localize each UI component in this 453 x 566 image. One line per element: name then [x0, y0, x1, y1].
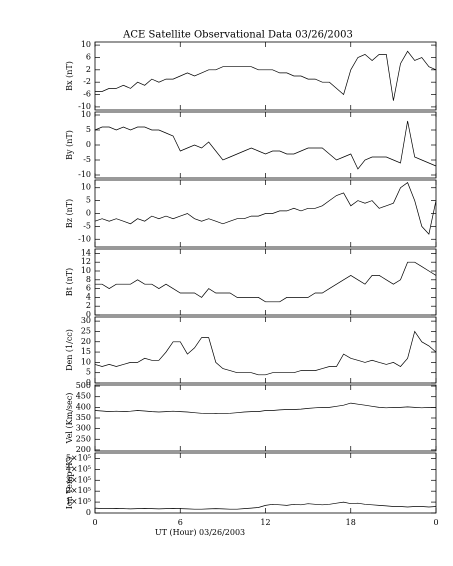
y-tick-label: 450 — [76, 392, 91, 401]
y-tick-label: 200 — [76, 445, 91, 454]
y-axis-label: Ion Temp (K) — [65, 457, 74, 510]
y-tick-label: 2×10⁵ — [66, 486, 91, 495]
y-tick-label: 2 — [86, 301, 91, 310]
y-tick-label: 30 — [81, 316, 91, 325]
y-tick-label: 25 — [81, 326, 91, 335]
y-axis-label: Vel (Km/sec) — [65, 393, 74, 445]
y-tick-label: 10 — [81, 40, 91, 49]
panel-frame — [94, 316, 437, 384]
y-tick-label: 2 — [86, 65, 91, 74]
y-tick-label: 6 — [86, 52, 91, 61]
y-tick-label: -10 — [78, 234, 91, 243]
y-tick-label: 250 — [76, 434, 91, 443]
y-tick-label: 10 — [81, 110, 91, 119]
panel-frame — [94, 384, 437, 452]
x-tick-label: 0 — [433, 518, 438, 527]
y-tick-label: 0 — [86, 209, 91, 218]
y-tick-label: 0 — [86, 508, 91, 517]
data-line — [94, 182, 437, 235]
panel-frame — [94, 248, 437, 316]
data-line — [94, 501, 437, 510]
y-tick-label: 500 — [76, 381, 91, 390]
y-axis-label: By (nT) — [65, 130, 74, 160]
y-tick-label: 5 — [86, 125, 91, 134]
y-tick-label: 0 — [86, 310, 91, 319]
y-tick-label: 0 — [86, 140, 91, 149]
y-axis-label: Bz (nT) — [65, 199, 74, 228]
y-tick-label: -5 — [83, 221, 91, 230]
panel-frame — [94, 452, 437, 514]
y-axis-label: Bt (nT) — [65, 268, 74, 296]
x-axis-label: UT (Hour) 03/26/2003 — [155, 528, 245, 537]
panel-frame — [94, 111, 437, 179]
y-tick-label: 4×10⁵ — [66, 464, 91, 473]
y-tick-label: 12 — [81, 257, 91, 266]
y-tick-label: 6 — [86, 284, 91, 293]
panel-frame — [94, 41, 437, 111]
x-tick-label: 12 — [260, 518, 270, 527]
chart-title: ACE Satellite Observational Data 03/26/2… — [122, 30, 353, 41]
data-line — [95, 50, 437, 101]
y-tick-label: 4 — [86, 292, 91, 301]
y-tick-label: -6 — [83, 90, 91, 99]
x-tick-label: 18 — [346, 518, 356, 527]
x-tick-label: 6 — [178, 518, 183, 527]
data-line — [94, 120, 437, 170]
y-tick-label: -10 — [78, 102, 91, 111]
y-tick-label: 8 — [86, 275, 91, 284]
y-axis-label: Bx (nT) — [65, 61, 74, 91]
x-tick-label: 0 — [92, 518, 97, 527]
y-tick-label: 1×10⁵ — [66, 497, 91, 506]
y-tick-label: 400 — [76, 402, 91, 411]
y-axis-label: Den (1/cc) — [65, 329, 74, 371]
y-tick-label: 5 — [86, 196, 91, 205]
y-tick-label: 15 — [81, 347, 91, 356]
y-tick-label: 5×10⁵ — [66, 453, 91, 462]
y-tick-label: 20 — [81, 337, 91, 346]
y-tick-label: 14 — [81, 248, 91, 257]
y-tick-label: 3×10⁵ — [66, 475, 91, 484]
y-tick-label: -5 — [83, 155, 91, 164]
y-tick-label: 10 — [81, 183, 91, 192]
data-line — [94, 330, 437, 376]
y-tick-label: 0 — [86, 378, 91, 387]
y-tick-label: -2 — [83, 77, 91, 86]
data-line — [94, 402, 436, 415]
y-tick-label: 5 — [86, 368, 91, 377]
y-tick-label: 350 — [76, 413, 91, 422]
y-tick-label: 10 — [81, 266, 91, 275]
y-tick-label: 10 — [81, 357, 91, 366]
y-tick-label: -10 — [78, 170, 91, 179]
data-line — [95, 261, 437, 303]
y-tick-label: 300 — [76, 424, 91, 433]
